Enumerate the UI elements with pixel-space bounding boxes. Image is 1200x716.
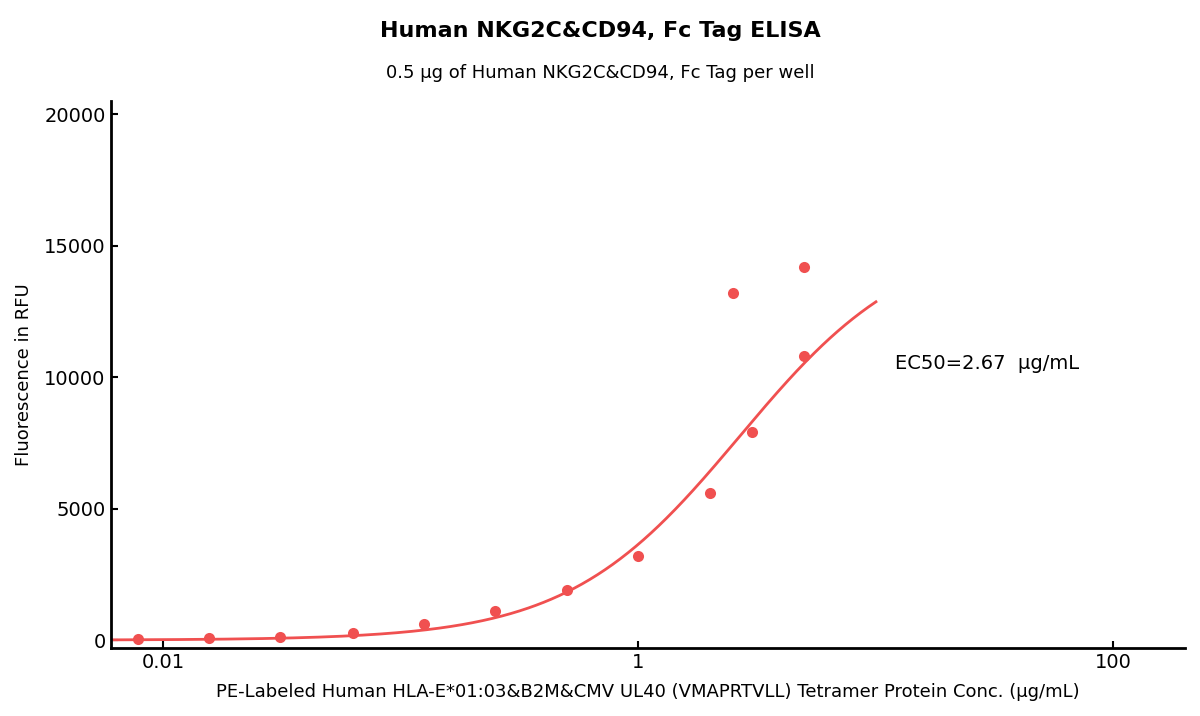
Point (794, 261, 814, 272)
Point (724, 287, 743, 299)
X-axis label: PE-Labeled Human HLA-E*01:03&B2M&CMV UL40 (VMAPRTVLL) Tetramer Protein Conc. (μg: PE-Labeled Human HLA-E*01:03&B2M&CMV UL4… (216, 683, 1080, 701)
Point (199, 632, 218, 644)
Point (557, 584, 576, 596)
Point (343, 627, 362, 639)
Text: 0.5 μg of Human NKG2C&CD94, Fc Tag per well: 0.5 μg of Human NKG2C&CD94, Fc Tag per w… (385, 64, 815, 82)
Point (270, 631, 289, 642)
Point (486, 606, 505, 617)
Point (742, 427, 761, 438)
Y-axis label: Fluorescence in RFU: Fluorescence in RFU (14, 283, 34, 466)
Point (701, 487, 720, 498)
Text: EC50=2.67  μg/mL: EC50=2.67 μg/mL (895, 354, 1079, 374)
Point (128, 634, 148, 645)
Point (794, 350, 814, 362)
Text: Human NKG2C&CD94, Fc Tag ELISA: Human NKG2C&CD94, Fc Tag ELISA (379, 21, 821, 42)
Point (414, 619, 433, 630)
Point (629, 550, 648, 561)
